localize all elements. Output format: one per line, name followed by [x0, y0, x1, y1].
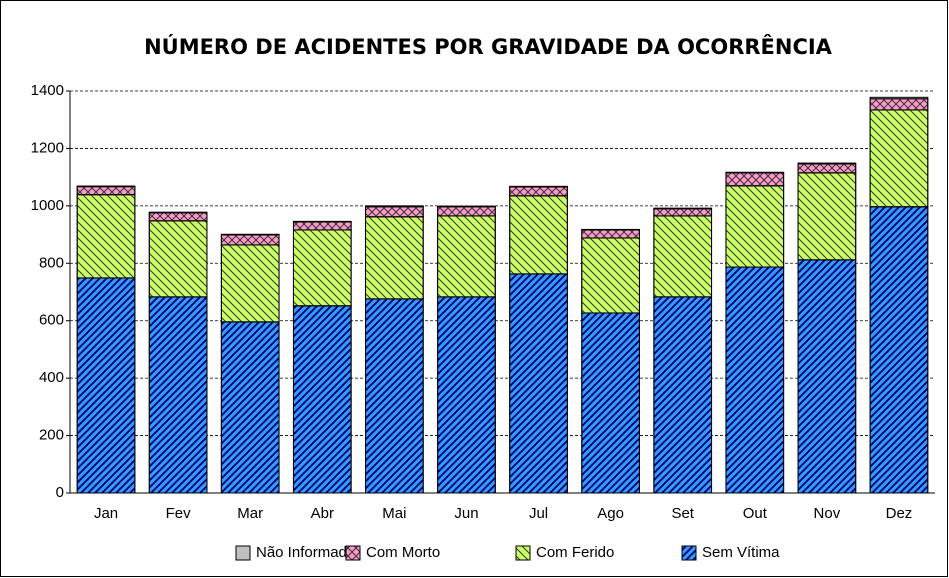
legend-label: Não Informado [256, 544, 355, 561]
x-tick-label: Dez [886, 505, 913, 522]
legend-hatch [681, 545, 697, 561]
x-tick-label: Jul [529, 505, 548, 522]
bar-hatch [797, 172, 857, 261]
bar-hatch [653, 296, 713, 494]
bar-hatch [148, 220, 208, 298]
y-tick-label: 600 [39, 312, 64, 329]
bar-hatch [725, 266, 785, 494]
bar-segment [220, 233, 280, 236]
bar-segment [653, 207, 713, 210]
x-tick-label: Mai [382, 505, 406, 522]
bar-segment [292, 220, 352, 223]
x-tick-label: Nov [814, 505, 841, 522]
bar-segment [76, 185, 136, 188]
bar-hatch [220, 321, 280, 494]
bar-segment [148, 211, 208, 214]
x-tick-label: Ago [597, 505, 624, 522]
y-tick-label: 1400 [31, 82, 64, 99]
bar-hatch [365, 206, 424, 218]
chart-title: NÚMERO DE ACIDENTES POR GRAVIDADE DA OCO… [144, 34, 833, 59]
bar-hatch [653, 215, 713, 298]
bar-hatch [365, 298, 424, 494]
bar-hatch [509, 195, 568, 275]
bar-segment [725, 171, 785, 174]
bar-hatch [292, 221, 352, 231]
x-tick-label: Out [743, 505, 768, 522]
y-tick-label: 0 [56, 484, 64, 501]
bar-hatch [437, 206, 496, 217]
bar-hatch [797, 163, 857, 174]
legend-hatch [345, 545, 361, 561]
bar-hatch [581, 237, 640, 314]
y-tick-label: 1200 [31, 139, 64, 156]
bar-hatch [725, 185, 785, 268]
bar-hatch [76, 194, 136, 279]
bar-hatch [292, 229, 352, 307]
bar-hatch [581, 229, 640, 239]
bar-hatch [365, 216, 424, 300]
bar-hatch [220, 244, 280, 323]
bar-hatch [581, 312, 640, 494]
x-tick-label: Mar [237, 505, 263, 522]
bar-hatch [148, 296, 208, 494]
y-tick-label: 200 [39, 427, 64, 444]
bar-segment [509, 185, 568, 188]
bar-hatch [76, 277, 136, 494]
legend-label: Com Morto [366, 544, 440, 561]
bar-segment [797, 162, 857, 165]
x-tick-label: Fev [166, 505, 192, 522]
bar-hatch [148, 212, 208, 222]
y-tick-label: 800 [39, 254, 64, 271]
bar-hatch [725, 172, 785, 187]
bar-segment [581, 228, 640, 231]
y-tick-label: 1000 [31, 197, 64, 214]
bar-hatch [869, 206, 929, 494]
bar-hatch [869, 98, 929, 111]
bar-hatch [653, 208, 713, 217]
x-tick-label: Set [671, 505, 694, 522]
legend-swatch [235, 545, 251, 561]
x-tick-label: Jan [94, 505, 118, 522]
bar-hatch [869, 109, 929, 208]
bar-hatch [509, 273, 568, 494]
x-tick-label: Jun [454, 505, 478, 522]
legend-label: Com Ferido [536, 544, 614, 561]
x-tick-label: Abr [311, 505, 334, 522]
bar-hatch [76, 186, 136, 196]
bar-segment [365, 205, 424, 208]
legend-hatch [515, 545, 531, 561]
y-tick-label: 400 [39, 369, 64, 386]
bar-hatch [437, 296, 496, 494]
bar-hatch [797, 259, 857, 494]
bar-hatch [292, 305, 352, 494]
bar-segment [437, 205, 496, 208]
bar-hatch [509, 186, 568, 197]
legend-label: Sem Vítima [702, 544, 780, 561]
bar-hatch [220, 234, 280, 246]
bar-segment [869, 96, 929, 100]
bar-hatch [437, 215, 496, 298]
